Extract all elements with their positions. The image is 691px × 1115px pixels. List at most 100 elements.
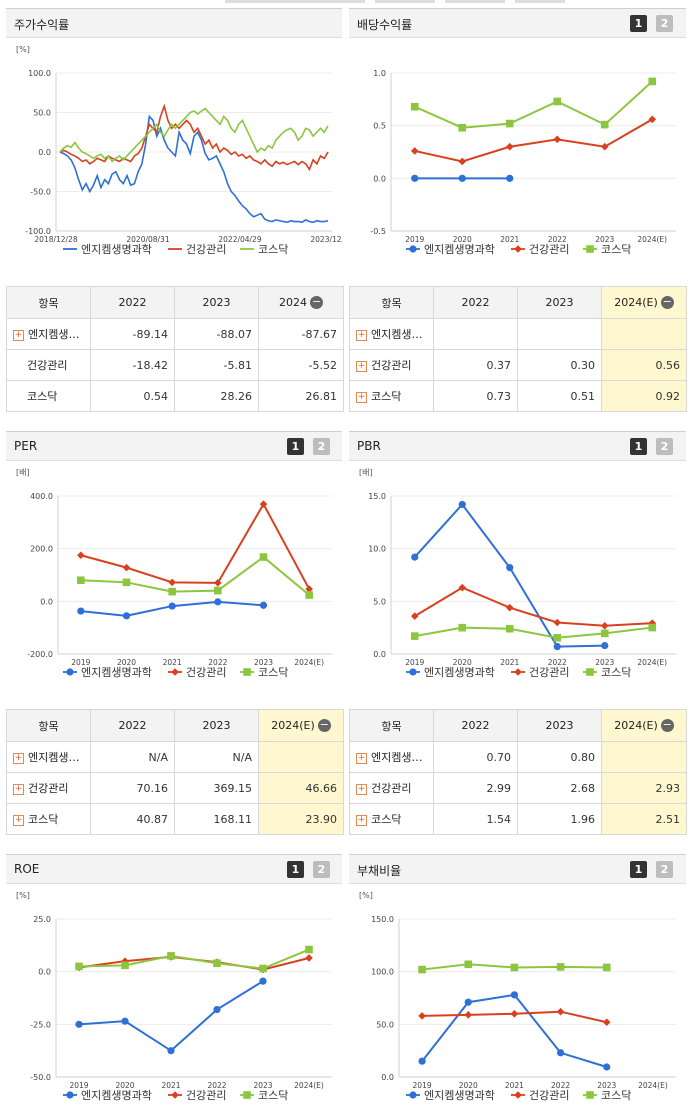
row-name-cell[interactable]: + 엔지켐생… [349, 741, 434, 773]
legend-label[interactable]: 엔지켐생명과학 [81, 1089, 152, 1102]
x-tick-label: 2022/04/29 [218, 235, 261, 244]
view-1-button[interactable]: 1 [287, 438, 304, 455]
data-point [77, 607, 85, 615]
x-tick-label: 2020 [453, 658, 472, 667]
row-name-cell[interactable]: + 코스닥 [6, 803, 91, 835]
collapse-icon[interactable]: − [317, 718, 331, 733]
value-cell: 2.51 [601, 803, 687, 835]
legend-label[interactable]: 엔지켐생명과학 [81, 666, 152, 679]
expand-icon[interactable]: + [356, 783, 367, 795]
legend-label[interactable]: 엔지켐생명과학 [424, 666, 495, 679]
expand-icon[interactable]: + [13, 814, 24, 826]
column-header: 2023 [517, 286, 602, 319]
legend-label[interactable]: 엔지켐생명과학 [424, 243, 495, 256]
y-tick-label: 5.0 [373, 597, 386, 606]
series-line [59, 107, 329, 163]
expand-icon[interactable]: + [356, 360, 367, 372]
x-tick-label: 2023 [254, 658, 273, 667]
expand-icon[interactable]: + [13, 783, 24, 795]
data-point [305, 945, 313, 954]
row-name-cell[interactable]: + 코스닥 [349, 380, 434, 412]
row-name-cell[interactable]: + 건강관리 [349, 349, 434, 381]
data-point [77, 576, 85, 585]
collapse-icon[interactable]: − [660, 718, 674, 733]
legend-label[interactable]: 건강관리 [529, 1089, 569, 1102]
legend-label[interactable]: 코스닥 [601, 666, 631, 679]
legend-label[interactable]: 코스닥 [258, 243, 288, 256]
value-cell: -88.07 [174, 318, 259, 350]
data-point [214, 586, 222, 595]
panel-title: 주가수익률 [14, 18, 70, 32]
value-cell: 369.15 [174, 772, 259, 804]
y-tick-label: 0.5 [373, 122, 386, 131]
legend-marker [243, 1091, 251, 1099]
view-2-button[interactable]: 2 [656, 861, 673, 878]
value-cell: 0.92 [601, 380, 687, 412]
column-header: 2024(E) − [258, 709, 344, 742]
data-point [506, 564, 514, 572]
value-cell: 40.87 [90, 803, 175, 835]
value-cell: 2.68 [517, 772, 602, 804]
data-point [505, 119, 514, 128]
data-point [75, 1020, 83, 1028]
data-point [121, 957, 129, 965]
y-tick-label: -50.0 [30, 188, 51, 197]
expand-icon[interactable]: + [356, 329, 367, 341]
legend-label[interactable]: 건강관리 [186, 1089, 226, 1102]
data-point [458, 500, 466, 509]
column-header-label: 2023 [202, 296, 231, 309]
expand-icon[interactable]: + [356, 814, 367, 826]
x-tick-label: 2019 [71, 658, 90, 667]
row-name-cell[interactable]: + 엔지켐생… [6, 741, 91, 773]
legend-label[interactable]: 엔지켐생명과학 [81, 243, 152, 256]
legend-label[interactable]: 코스닥 [601, 243, 631, 256]
view-2-button[interactable]: 2 [313, 438, 330, 455]
expand-icon[interactable]: + [356, 391, 367, 403]
row-name-cell[interactable]: + 건강관리 [6, 772, 91, 804]
row-name-cell[interactable]: + 건강관리 [349, 772, 434, 804]
debt-ratio-chart: [%] 150.0 100.0 50.0 0.0 2019 2020 2021 2022 2023… [349, 884, 686, 1112]
column-header: 2022 [90, 709, 175, 742]
legend-marker [243, 668, 251, 676]
legend-label[interactable]: 건강관리 [529, 666, 569, 679]
legend-label[interactable]: 건강관리 [186, 243, 226, 256]
row-name-cell[interactable]: + 엔지켐생… [349, 318, 434, 350]
expand-icon[interactable]: + [13, 329, 24, 341]
view-2-button[interactable]: 2 [656, 438, 673, 455]
legend-label[interactable]: 코스닥 [258, 1089, 288, 1102]
series-line [59, 114, 329, 224]
table-row: + 엔지켐생… N/A N/A [6, 741, 344, 773]
row-name-cell[interactable]: + 엔지켐생… [6, 318, 91, 350]
collapse-icon[interactable]: − [660, 295, 674, 310]
row-name-cell[interactable]: + 코스닥 [349, 803, 434, 835]
data-point [418, 1057, 426, 1065]
row-name-label: 코스닥 [27, 390, 58, 403]
view-1-button[interactable]: 1 [630, 861, 647, 878]
row-name-label: 코스닥 [371, 390, 402, 403]
y-tick-label: 0.0 [381, 1073, 394, 1082]
value-cell: N/A [90, 741, 175, 773]
collapse-icon[interactable]: − [310, 295, 323, 310]
expand-icon[interactable]: + [13, 752, 24, 764]
legend-marker [586, 668, 594, 676]
view-1-button[interactable]: 1 [630, 15, 647, 32]
row-name-label: 엔지켐생… [371, 751, 423, 764]
series-line [78, 948, 310, 970]
view-1-button[interactable]: 1 [630, 438, 647, 455]
expand-icon[interactable]: + [356, 752, 367, 764]
data-point [214, 598, 222, 606]
data-point [122, 563, 131, 572]
table-header-row: 항목 2022 2023 2024(E) − [6, 709, 344, 742]
legend-label[interactable]: 코스닥 [258, 666, 288, 679]
legend-label[interactable]: 건강관리 [186, 666, 226, 679]
data-point [213, 959, 221, 968]
legend-label[interactable]: 코스닥 [601, 1089, 631, 1102]
view-2-button[interactable]: 2 [313, 861, 330, 878]
view-2-button[interactable]: 2 [656, 15, 673, 32]
value-cell: 2.99 [433, 772, 518, 804]
legend-label[interactable]: 건강관리 [529, 243, 569, 256]
value-cell [517, 318, 602, 350]
legend-label[interactable]: 엔지켐생명과학 [424, 1089, 495, 1102]
view-1-button[interactable]: 1 [287, 861, 304, 878]
data-point [418, 965, 426, 974]
